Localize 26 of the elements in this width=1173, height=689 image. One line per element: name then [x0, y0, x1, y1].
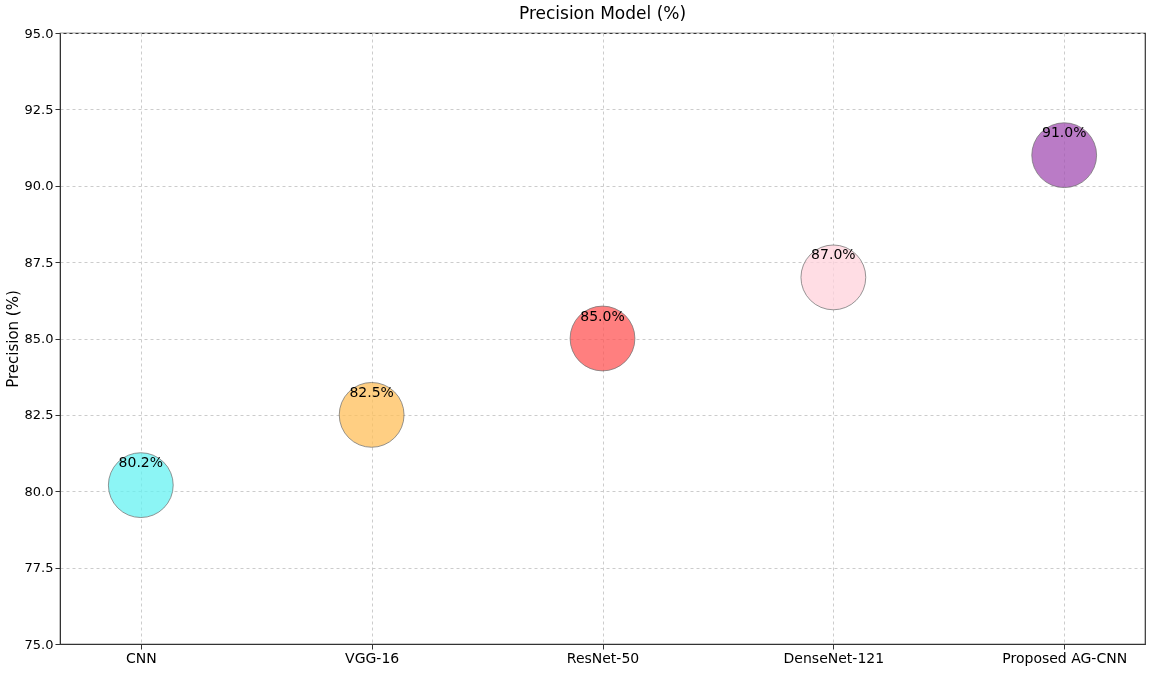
x-tick-label: Proposed AG-CNN	[1002, 649, 1128, 666]
x-tick-label: ResNet-50	[566, 649, 640, 666]
x-tick-label: CNN	[125, 649, 157, 666]
y-tick-label: 75.0	[24, 636, 54, 652]
chart-title: Precision Model (%)	[518, 3, 687, 23]
point	[569, 305, 636, 372]
point	[800, 244, 867, 311]
data-label: 87.0%	[811, 246, 856, 263]
y-axis-title: Precision (%)	[3, 290, 22, 388]
x-tick-label: VGG-16	[345, 649, 400, 666]
data-label: 80.2%	[118, 454, 164, 471]
y-tick-label: 82.5	[24, 407, 54, 423]
y-tick-label: 87.5	[24, 254, 54, 270]
point	[1031, 122, 1098, 189]
y-tick-label: 77.5	[24, 560, 54, 576]
data-label: 82.5%	[349, 383, 394, 400]
y-tick-label: 80.0	[24, 483, 54, 499]
point	[107, 452, 174, 518]
y-tick-label: 85.0	[24, 331, 54, 346]
data-label: 85.0%	[580, 307, 625, 324]
data-label: 91.0%	[1041, 124, 1087, 141]
x-tick-label: DenseNet-121	[783, 649, 885, 666]
y-tick-label: 92.5	[24, 101, 54, 117]
y-tick-label: 90.0	[24, 178, 54, 194]
point	[338, 382, 405, 448]
y-tick-label: 95.0	[24, 25, 54, 41]
